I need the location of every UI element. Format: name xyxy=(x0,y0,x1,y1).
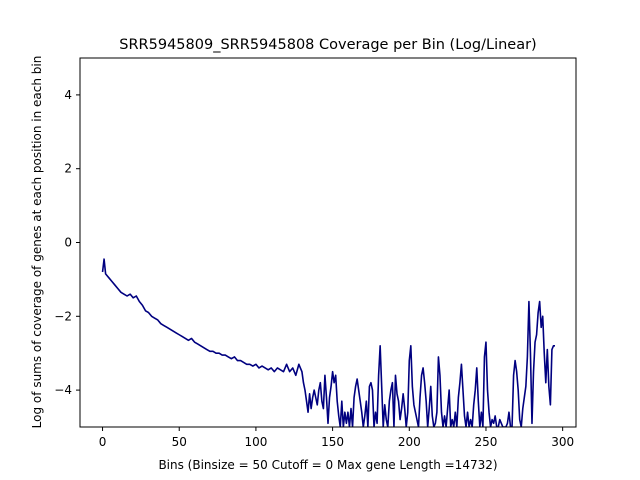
y-tick-label: 0 xyxy=(64,236,72,250)
x-tick-label: 200 xyxy=(398,435,421,449)
y-axis-ticks: −4 −2 0 2 4 xyxy=(54,88,80,397)
chart-title: SRR5945809_SRR5945808 Coverage per Bin (… xyxy=(119,37,536,53)
y-tick-label: 4 xyxy=(64,88,72,102)
y-tick-label: 2 xyxy=(64,162,72,176)
x-tick-label: 0 xyxy=(99,435,107,449)
x-tick-label: 150 xyxy=(321,435,344,449)
x-tick-label: 300 xyxy=(551,435,574,449)
plot-frame xyxy=(79,57,577,428)
x-tick-label: 100 xyxy=(244,435,267,449)
y-tick-label: −2 xyxy=(54,309,72,323)
x-tick-label: 250 xyxy=(475,435,498,449)
x-axis-label: Bins (Binsize = 50 Cutoff = 0 Max gene L… xyxy=(158,458,497,472)
x-axis-ticks: 0 50 100 150 200 250 300 xyxy=(99,427,574,449)
coverage-series-line xyxy=(101,258,555,427)
x-tick-label: 50 xyxy=(172,435,187,449)
plot-area xyxy=(101,258,555,427)
y-axis-label: Log of sums of coverage of genes at each… xyxy=(30,56,44,429)
y-tick-label: −4 xyxy=(54,383,72,397)
